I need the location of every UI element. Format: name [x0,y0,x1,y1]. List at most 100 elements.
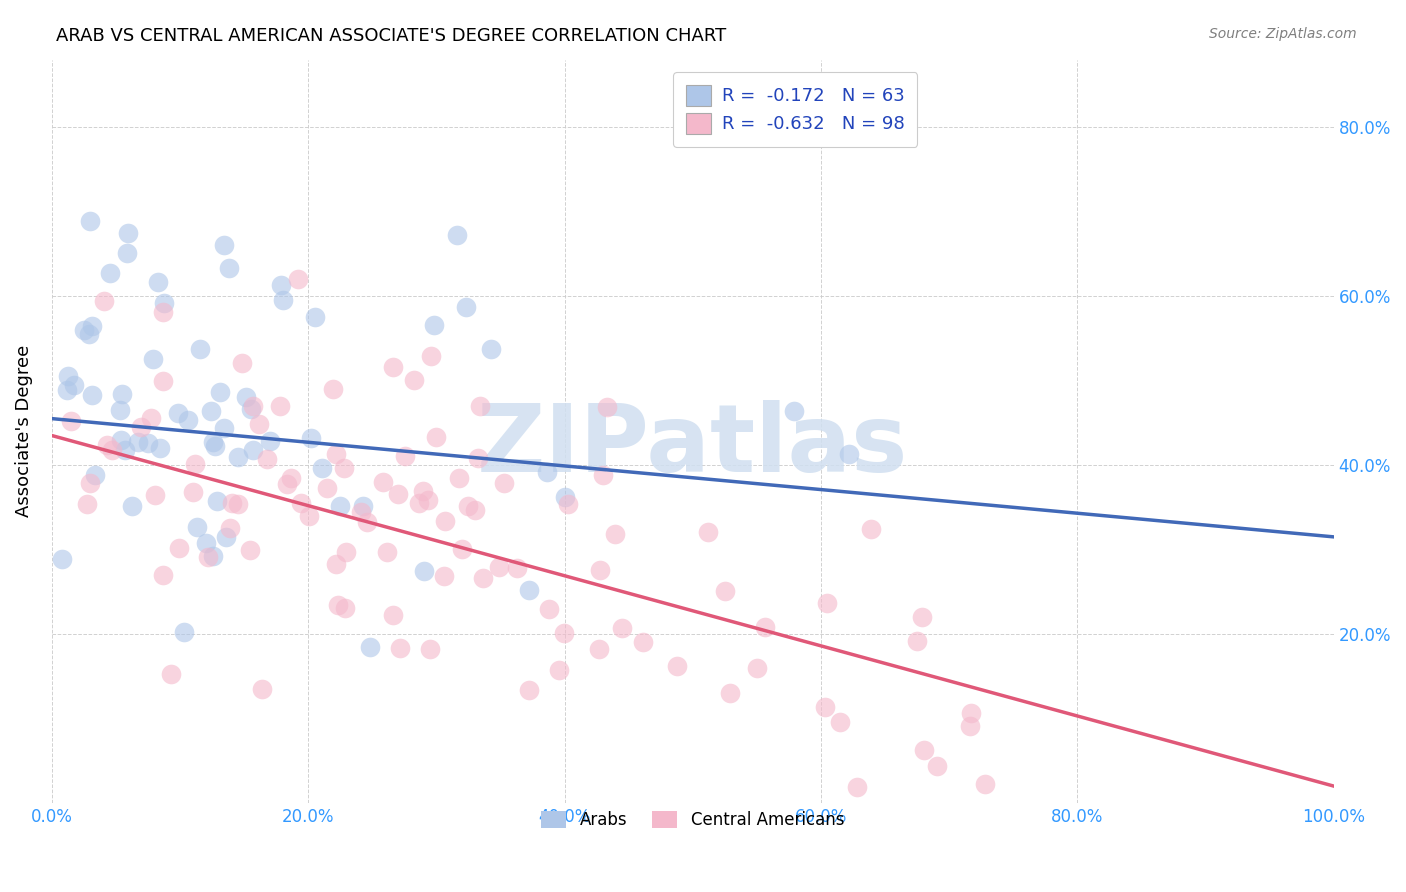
Point [73,323,96,337]
Point [218,261,240,276]
Point [98,266,121,280]
Point [470,399,492,413]
Point [188,342,211,356]
Point [596,400,619,414]
Point [76,497,98,511]
Point [631,635,654,649]
Point [259,434,281,449]
Point [418,493,440,508]
Point [325,557,347,571]
Point [349,505,371,519]
Point [219,521,242,535]
Point [603,526,626,541]
Point [714,584,737,599]
Point [287,272,309,286]
Point [269,399,291,413]
Point [815,596,838,610]
Point [177,413,200,427]
Point [419,641,441,656]
Point [149,441,172,455]
Point [464,503,486,517]
Point [111,386,134,401]
Point [588,642,610,657]
Point [101,442,124,457]
Point [457,500,479,514]
Point [905,634,928,648]
Point [79,476,101,491]
Point [77,326,100,341]
Point [299,431,322,445]
Point [304,310,326,324]
Point [121,499,143,513]
Point [783,404,806,418]
Point [160,667,183,681]
Point [200,404,222,418]
Point [402,373,425,387]
Point [352,500,374,514]
Point [696,524,718,539]
Point [117,226,139,240]
Point [479,342,502,356]
Point [212,421,235,435]
Point [316,482,339,496]
Point [82,388,104,402]
Point [387,487,409,501]
Point [371,475,394,489]
Point [290,496,312,510]
Point [60,414,83,428]
Point [276,477,298,491]
Point [333,600,356,615]
Point [381,608,404,623]
Point [335,545,357,559]
Point [911,610,934,624]
Point [153,296,176,310]
Text: Source: ZipAtlas.com: Source: ZipAtlas.com [1209,27,1357,41]
Point [139,410,162,425]
Point [506,561,529,575]
Point [212,237,235,252]
Point [420,349,443,363]
Point [239,543,262,558]
Point [454,300,477,314]
Point [408,496,430,510]
Point [860,522,883,536]
Point [298,508,321,523]
Point [181,485,204,500]
Point [96,438,118,452]
Point [959,719,981,733]
Point [138,436,160,450]
Point [242,399,264,413]
Point [745,661,768,675]
Point [356,515,378,529]
Point [256,451,278,466]
Point [271,293,294,308]
Text: ZIPatlas: ZIPatlas [477,401,908,492]
Point [612,621,634,635]
Point [328,598,350,612]
Y-axis label: Associate's Degree: Associate's Degree [15,345,32,517]
Point [93,293,115,308]
Point [186,519,208,533]
Point [152,374,174,388]
Point [927,759,949,773]
Point [56,369,79,384]
Point [973,776,995,790]
Point [488,559,510,574]
Point [467,450,489,465]
Point [221,496,243,510]
Point [375,544,398,558]
Point [242,442,264,457]
Point [250,682,273,697]
Point [173,624,195,639]
Point [838,447,860,461]
Point [143,488,166,502]
Point [167,541,190,555]
Point [425,430,447,444]
Point [115,246,138,260]
Legend: Arabs, Central Americans: Arabs, Central Americans [534,804,851,836]
Point [127,435,149,450]
Point [280,470,302,484]
Point [80,318,103,333]
Text: ARAB VS CENTRAL AMERICAN ASSOCIATE'S DEGREE CORRELATION CHART: ARAB VS CENTRAL AMERICAN ASSOCIATE'S DEG… [56,27,727,45]
Point [589,563,612,577]
